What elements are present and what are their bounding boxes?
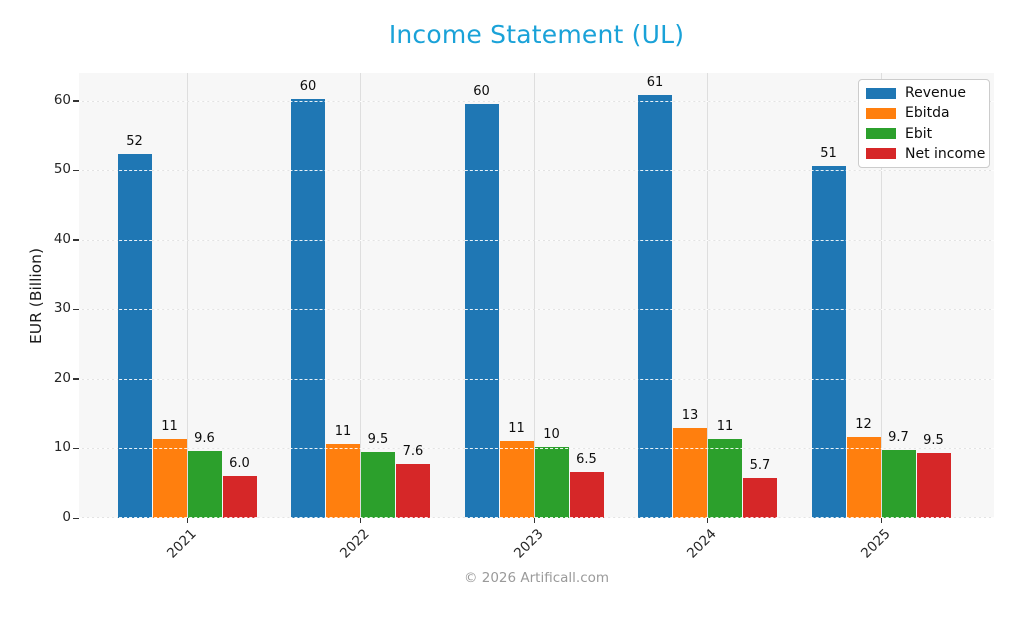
y-tick-label: 40 (53, 230, 71, 247)
horizontal-gridline-dash (79, 239, 994, 241)
bar-revenue-2024 (638, 95, 672, 518)
bar-ebitda-2024 (673, 428, 707, 518)
vertical-gridline (533, 73, 535, 518)
bar-value-label: 11 (508, 420, 525, 436)
x-tick-mark (360, 518, 362, 523)
plot-area: 52 60 60 61 51 11 11 11 13 12 9.6 9.5 10 11 9.7 6.0 7.6 6… (79, 73, 994, 518)
legend-swatch-net-income-icon (866, 148, 896, 160)
bar-value-label: 11 (716, 419, 734, 435)
x-tick-mark (880, 518, 882, 523)
bar-value-label: 60 (299, 79, 317, 95)
bar-net-income-2024 (743, 477, 777, 518)
bar-value-label: 60 (473, 83, 490, 99)
bar-value-label: 13 (681, 408, 699, 424)
bar-value-label: 61 (646, 75, 664, 91)
bar-value-label: 9.5 (367, 431, 389, 447)
horizontal-gridline-dash (79, 100, 994, 102)
legend-item-ebitda: Ebitda (866, 103, 981, 123)
legend-label-ebit: Ebit (905, 125, 933, 142)
y-tick-label: 0 (62, 509, 71, 525)
y-tick-label: 10 (53, 439, 71, 456)
bar-ebit-2022 (361, 451, 395, 518)
bar-value-label: 9.5 (923, 432, 944, 448)
y-tick-label: 20 (53, 369, 71, 386)
y-tick-mark (73, 169, 79, 172)
horizontal-gridline-dash (79, 309, 994, 311)
bar-value-label: 7.6 (402, 444, 424, 460)
bar-revenue-2021 (117, 153, 152, 518)
bar-value-label: 11 (161, 419, 178, 435)
y-axis-label: EUR (Billion) (27, 247, 45, 345)
y-tick-label: 50 (53, 161, 71, 178)
bar-value-label: 6.5 (576, 452, 597, 468)
chart-title: Income Statement (UL) (388, 20, 685, 49)
vertical-gridline (186, 73, 188, 518)
x-tick-mark (533, 518, 535, 523)
bar-ebit-2024 (708, 439, 742, 518)
y-tick-mark (73, 100, 79, 102)
y-tick-mark (73, 378, 79, 380)
legend: Revenue Ebitda Ebit Net income (858, 79, 990, 168)
legend-label-revenue: Revenue (905, 85, 966, 102)
bar-ebit-2025 (881, 449, 916, 518)
x-tick-label: 2024 (684, 526, 720, 562)
legend-label-net-income: Net income (905, 145, 986, 162)
legend-item-revenue: Revenue (866, 83, 981, 103)
bar-net-income-2021 (222, 475, 257, 518)
bar-value-label: 51 (820, 146, 837, 162)
bar-revenue-2023 (464, 103, 499, 518)
legend-label-ebitda: Ebitda (905, 105, 950, 122)
legend-swatch-revenue-icon (866, 87, 896, 99)
legend-swatch-ebit-icon (866, 128, 896, 140)
bar-ebitda-2025 (846, 437, 881, 518)
vertical-gridline (360, 73, 361, 518)
bar-ebitda-2023 (499, 440, 534, 518)
y-tick-mark (73, 517, 79, 519)
legend-item-ebit: Ebit (866, 124, 981, 144)
bar-ebit-2023 (534, 447, 569, 518)
bar-ebitda-2022 (326, 443, 360, 518)
horizontal-gridline-dash (79, 448, 994, 450)
bar-value-label: 9.7 (888, 429, 909, 445)
bar-revenue-2022 (291, 99, 325, 518)
y-tick-mark (73, 239, 79, 241)
x-tick-mark (186, 518, 188, 523)
x-tick-label: 2022 (337, 526, 373, 562)
bar-net-income-2025 (916, 452, 951, 518)
x-tick-label: 2023 (510, 526, 547, 562)
horizontal-gridline-dash (79, 516, 994, 518)
bar-value-label: 52 (126, 133, 143, 149)
horizontal-gridline-dash (79, 378, 994, 380)
bar-value-label: 5.7 (749, 457, 771, 473)
bar-value-label: 9.6 (194, 430, 215, 446)
bar-revenue-2025 (811, 166, 846, 518)
y-tick-mark (73, 447, 79, 450)
bar-ebit-2021 (187, 450, 222, 518)
bar-value-label: 10 (543, 427, 560, 443)
bar-value-label: 12 (855, 417, 872, 433)
y-tick-label: 60 (53, 91, 71, 108)
y-tick-mark (73, 308, 79, 311)
bar-value-label: 6.0 (229, 455, 250, 471)
bar-value-label: 11 (334, 423, 352, 439)
horizontal-gridline-dash (79, 170, 994, 172)
legend-item-net-income: Net income (866, 144, 985, 164)
x-tick-mark (707, 518, 709, 523)
bar-net-income-2022 (396, 464, 430, 518)
bar-net-income-2023 (569, 472, 604, 518)
vertical-gridline (880, 73, 882, 518)
legend-swatch-ebitda-icon (866, 107, 896, 119)
y-tick-label: 30 (53, 300, 71, 317)
copyright-footer: © 2026 Artificall.com (463, 570, 610, 586)
vertical-gridline (707, 73, 708, 518)
x-tick-label: 2025 (857, 526, 894, 562)
bar-ebitda-2021 (152, 439, 187, 518)
x-tick-label: 2021 (163, 526, 200, 562)
